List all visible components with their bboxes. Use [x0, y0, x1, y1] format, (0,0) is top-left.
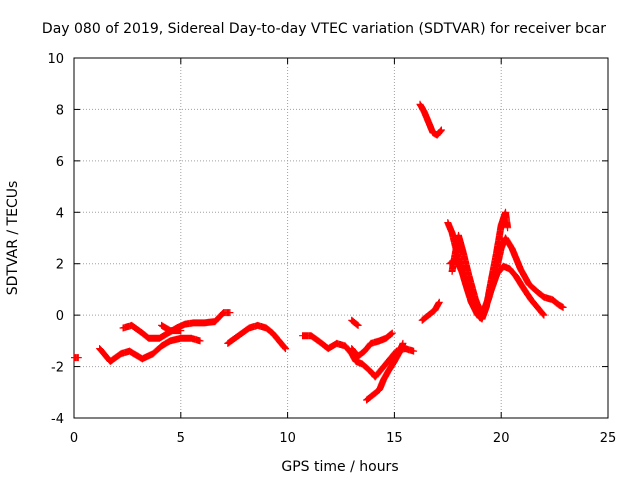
y-tick-label: 8 — [56, 103, 64, 118]
y-tick-label: 4 — [56, 206, 64, 221]
y-tick-label: -2 — [51, 361, 64, 376]
x-tick-label: 20 — [493, 431, 510, 446]
y-tick-label: 6 — [56, 155, 64, 170]
marker-trail — [363, 339, 407, 404]
axis-ticks: 0 5 10 15 20 25 -4 -2 0 2 4 6 8 10 — [47, 52, 616, 446]
chart-title: Day 080 of 2019, Sidereal Day-to-day VTE… — [42, 21, 606, 37]
marker-trail — [416, 100, 445, 139]
marker-trail — [448, 231, 567, 319]
series-track-j — [416, 100, 445, 139]
marker-trail — [96, 334, 204, 365]
marker-trail — [348, 329, 396, 360]
series-pre-start — [71, 354, 82, 362]
series-track-c — [158, 321, 185, 335]
y-axis-label: SDTVAR / TECUs — [5, 181, 21, 296]
series-track-g — [348, 329, 396, 360]
x-tick-label: 0 — [70, 431, 78, 446]
y-tick-label: 2 — [56, 258, 64, 273]
grid-lines — [74, 58, 608, 418]
x-tick-label: 15 — [386, 431, 403, 446]
series-track-m — [448, 231, 567, 319]
x-tick-label: 25 — [600, 431, 617, 446]
data-points — [71, 100, 567, 404]
series-track-a — [96, 334, 204, 365]
y-tick-label: 0 — [56, 309, 64, 324]
y-tick-label: -4 — [51, 412, 64, 427]
marker-trail — [348, 316, 362, 329]
y-tick-label: 10 — [47, 52, 64, 67]
series-track-f — [348, 316, 362, 329]
marker-trail — [224, 321, 289, 353]
series-track-d — [224, 321, 289, 353]
x-tick-label: 10 — [279, 431, 296, 446]
x-tick-label: 5 — [177, 431, 185, 446]
series-track-i — [418, 298, 443, 324]
plot-frame — [73, 57, 609, 419]
series-track-h — [363, 339, 407, 404]
marker-trail — [158, 321, 185, 335]
x-axis-label: GPS time / hours — [281, 459, 398, 475]
marker-trail — [71, 354, 82, 362]
marker-trail — [418, 298, 443, 324]
